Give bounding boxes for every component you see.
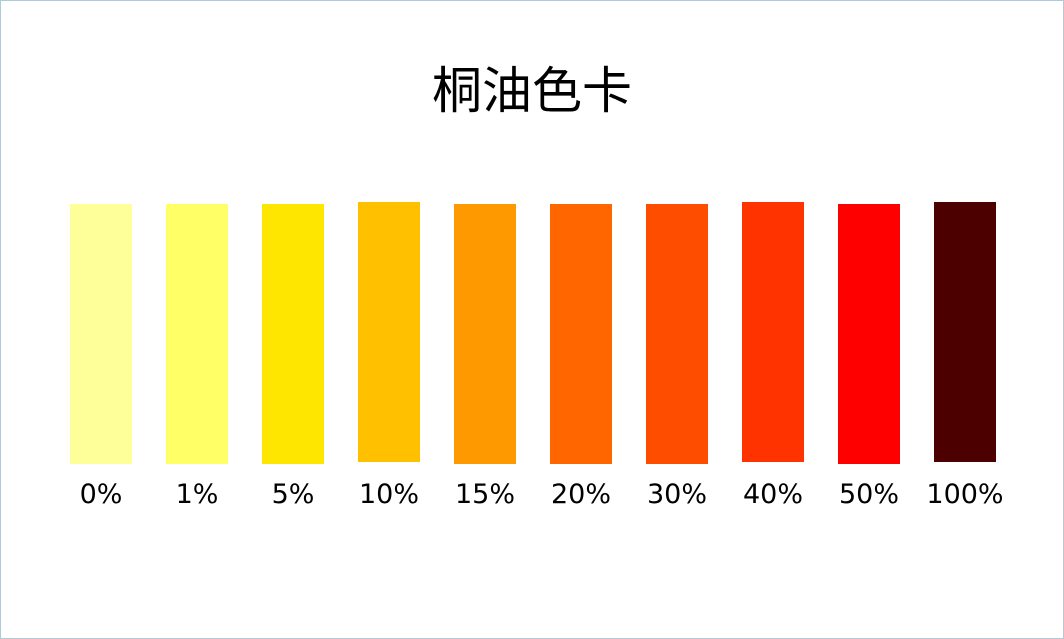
swatch-label: 50% — [838, 479, 899, 510]
swatch-label: 40% — [742, 479, 803, 510]
color-swatch — [262, 204, 324, 464]
swatch-label: 100% — [926, 479, 1004, 510]
color-swatch — [550, 204, 612, 464]
color-swatch — [646, 204, 708, 464]
swatch-label: 0% — [79, 479, 123, 510]
color-swatch — [70, 204, 132, 464]
swatch-label: 10% — [358, 479, 419, 510]
swatch-label: 15% — [454, 479, 515, 510]
swatch-label: 30% — [646, 479, 707, 510]
swatch-label: 1% — [175, 479, 219, 510]
color-swatch — [742, 202, 804, 462]
color-swatch — [454, 204, 516, 464]
page-title: 桐油色卡 — [432, 62, 632, 120]
swatch-label: 5% — [271, 479, 315, 510]
color-swatch — [358, 202, 420, 462]
color-swatch — [838, 204, 900, 464]
color-swatch — [934, 202, 996, 462]
swatch-label: 20% — [550, 479, 611, 510]
color-swatch — [166, 204, 228, 464]
